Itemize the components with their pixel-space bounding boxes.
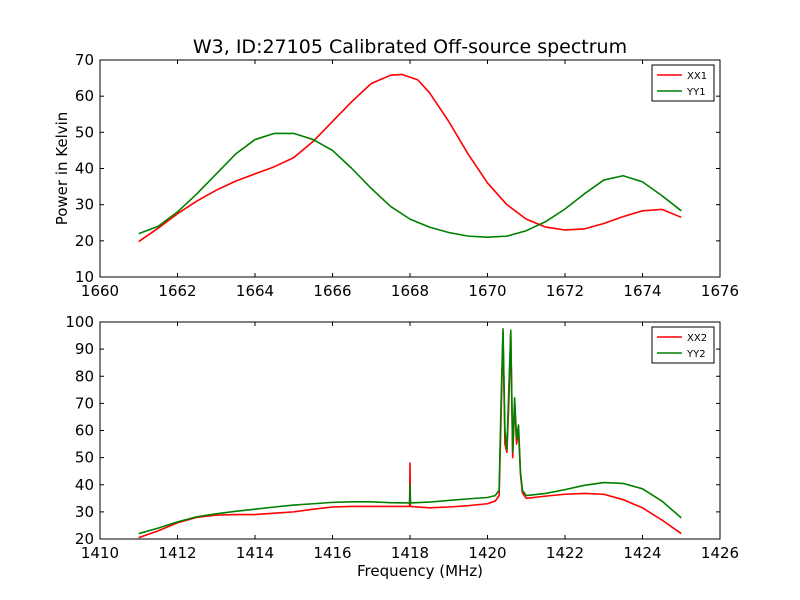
- y-tick-label: 30: [75, 503, 94, 521]
- x-tick-label: 1670: [468, 282, 506, 300]
- plots-group: 1660 1662 1664 1666 1668 1670 1672 1674 1676 10 20…: [53, 51, 739, 580]
- x-tick-label: 1660: [81, 282, 119, 300]
- figure-title: W3, ID:27105 Calibrated Off-source spect…: [193, 36, 627, 58]
- x-tick-label: 1412: [158, 544, 196, 562]
- legend-label: XX1: [687, 71, 707, 82]
- legend-label: YY2: [686, 349, 706, 360]
- y-tick-label: 30: [75, 196, 94, 214]
- y-tick-label: 60: [75, 87, 94, 105]
- series-line-xx2: [138, 332, 682, 539]
- y-tick-label: 70: [75, 51, 94, 69]
- y-tick-label: 40: [75, 476, 94, 494]
- y-axis-label: Power in Kelvin: [53, 112, 71, 226]
- y-tick-label: 80: [75, 367, 94, 385]
- legend-label: XX2: [687, 333, 707, 344]
- x-tick-label: 1664: [236, 282, 274, 300]
- x-axis-label: Frequency (MHz): [357, 562, 483, 580]
- x-tick-label: 1426: [701, 544, 739, 562]
- y-tick-label: 40: [75, 160, 94, 178]
- series-line-yy2: [138, 327, 682, 535]
- y-tick-label: 90: [75, 340, 94, 358]
- x-tick-label: 1676: [701, 282, 739, 300]
- y-tick-label: 100: [65, 313, 94, 331]
- legend-box: [651, 326, 715, 364]
- legend-box: [651, 64, 715, 102]
- series-line-yy1: [138, 132, 682, 239]
- x-tick-label: 1422: [546, 544, 584, 562]
- x-tick-label: 1418: [391, 544, 429, 562]
- y-tick-label: 20: [75, 232, 94, 250]
- y-tick-label: 50: [75, 123, 94, 141]
- x-tick-label: 1424: [623, 544, 661, 562]
- x-tick-label: 1668: [391, 282, 429, 300]
- x-tick-label: 1666: [313, 282, 351, 300]
- x-tick-label: 1674: [623, 282, 661, 300]
- chart-panel-1: 1660 1662 1664 1666 1668 1670 1672 1674 1676 10 20…: [53, 51, 739, 300]
- x-tick-label: 1414: [236, 544, 274, 562]
- y-tick-label: 10: [75, 268, 94, 286]
- legend-label: YY1: [686, 87, 706, 98]
- chart-panel-2: 1410 1412 1414 1416 1418 1420 1422 1424 1426 20 30…: [65, 313, 739, 580]
- y-tick-label: 20: [75, 530, 94, 548]
- x-tick-label: 1410: [81, 544, 119, 562]
- y-tick-label: 50: [75, 449, 94, 467]
- x-tick-label: 1672: [546, 282, 584, 300]
- x-tick-label: 1662: [158, 282, 196, 300]
- y-tick-label: 70: [75, 394, 94, 412]
- x-tick-label: 1416: [313, 544, 351, 562]
- series-line-xx1: [138, 73, 682, 243]
- y-tick-label: 60: [75, 422, 94, 440]
- x-tick-label: 1420: [468, 544, 506, 562]
